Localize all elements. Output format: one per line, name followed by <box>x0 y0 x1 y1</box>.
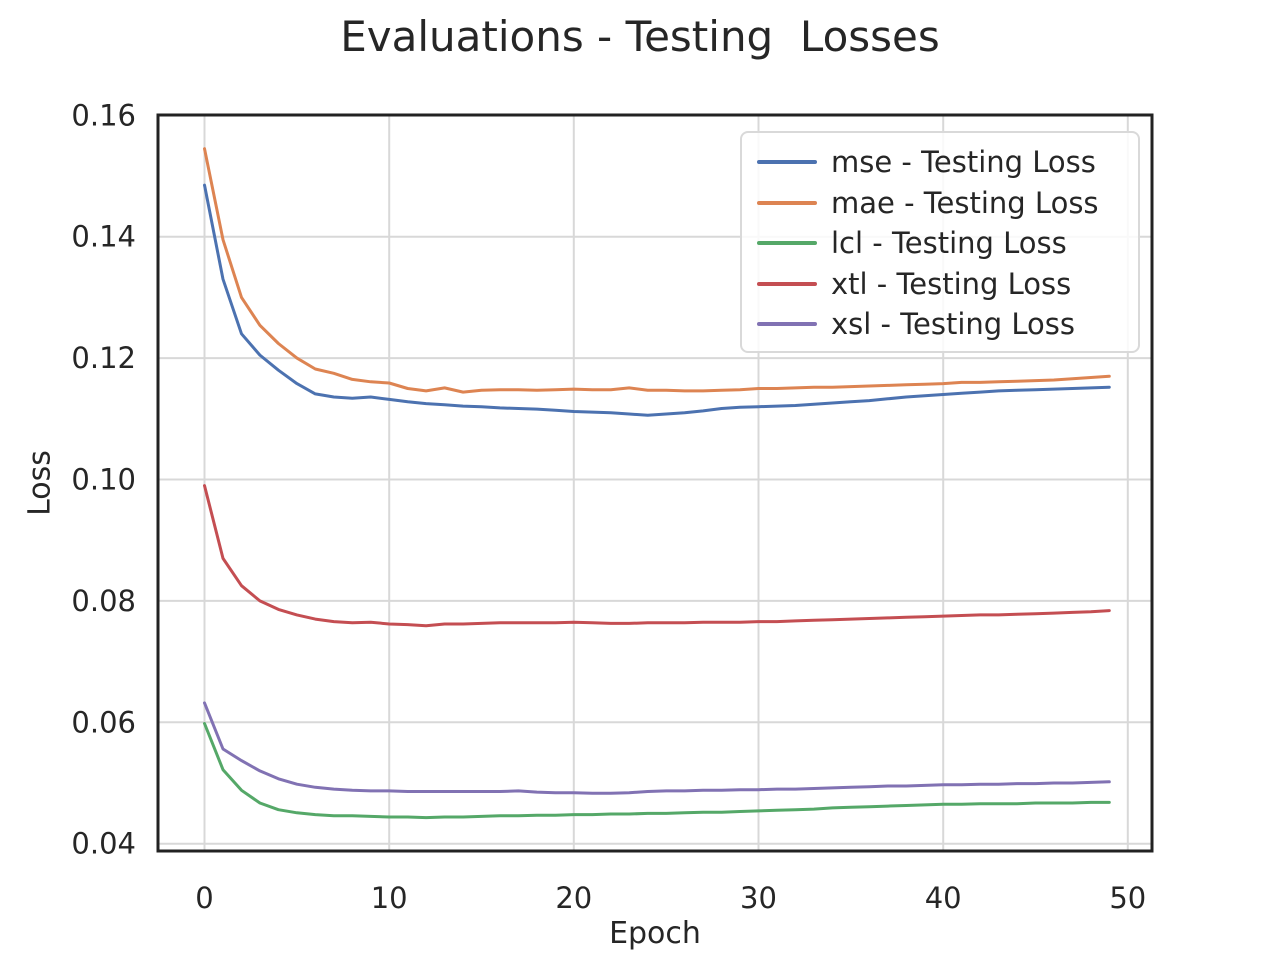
y-tick-label: 0.14 <box>71 220 136 254</box>
y-tick-label: 0.08 <box>71 584 136 618</box>
legend-item-mae: mae - Testing Loss <box>742 183 1138 224</box>
legend-line-swatch-xtl <box>757 281 817 286</box>
x-tick-label: 30 <box>740 881 777 915</box>
series-line-lcl <box>203 722 1111 820</box>
legend-line-swatch-mae <box>757 200 817 205</box>
y-tick-label: 0.06 <box>71 705 136 739</box>
y-tick-label: 0.10 <box>71 463 136 497</box>
x-tick-label: 40 <box>925 881 962 915</box>
x-axis-label: Epoch <box>609 916 701 951</box>
x-tick-label: 50 <box>1109 881 1146 915</box>
chart-title: Evaluations - Testing Losses <box>340 12 940 61</box>
legend-item-xsl: xsl - Testing Loss <box>742 304 1138 345</box>
x-tick-label: 20 <box>555 881 592 915</box>
legend-item-xtl: xtl - Testing Loss <box>742 264 1138 305</box>
legend-line-swatch-xsl <box>757 322 817 327</box>
series-line-mse <box>203 183 1111 417</box>
plot-border <box>156 113 1154 853</box>
legend-label: xtl - Testing Loss <box>831 266 1072 301</box>
legend-label: mae - Testing Loss <box>831 185 1099 220</box>
legend-item-lcl: lcl - Testing Loss <box>742 223 1138 264</box>
legend: mse - Testing Loss mae - Testing Loss lc… <box>740 131 1140 353</box>
x-tick-label: 10 <box>371 881 408 915</box>
legend-item-mse: mse - Testing Loss <box>742 142 1138 183</box>
series-line-xsl <box>203 701 1111 795</box>
y-axis-label: Loss <box>22 450 58 516</box>
legend-label: mse - Testing Loss <box>831 145 1096 180</box>
legend-label: lcl - Testing Loss <box>831 226 1067 261</box>
y-tick-label: 0.12 <box>71 341 136 375</box>
series-line-mae <box>203 147 1111 394</box>
y-tick-label: 0.04 <box>71 827 136 861</box>
x-tick-label: 0 <box>195 881 213 915</box>
legend-line-swatch-lcl <box>757 241 817 246</box>
series-line-xtl <box>203 484 1111 628</box>
legend-label: xsl - Testing Loss <box>831 307 1076 342</box>
y-tick-label: 0.16 <box>71 98 136 132</box>
legend-line-swatch-mse <box>757 160 817 165</box>
